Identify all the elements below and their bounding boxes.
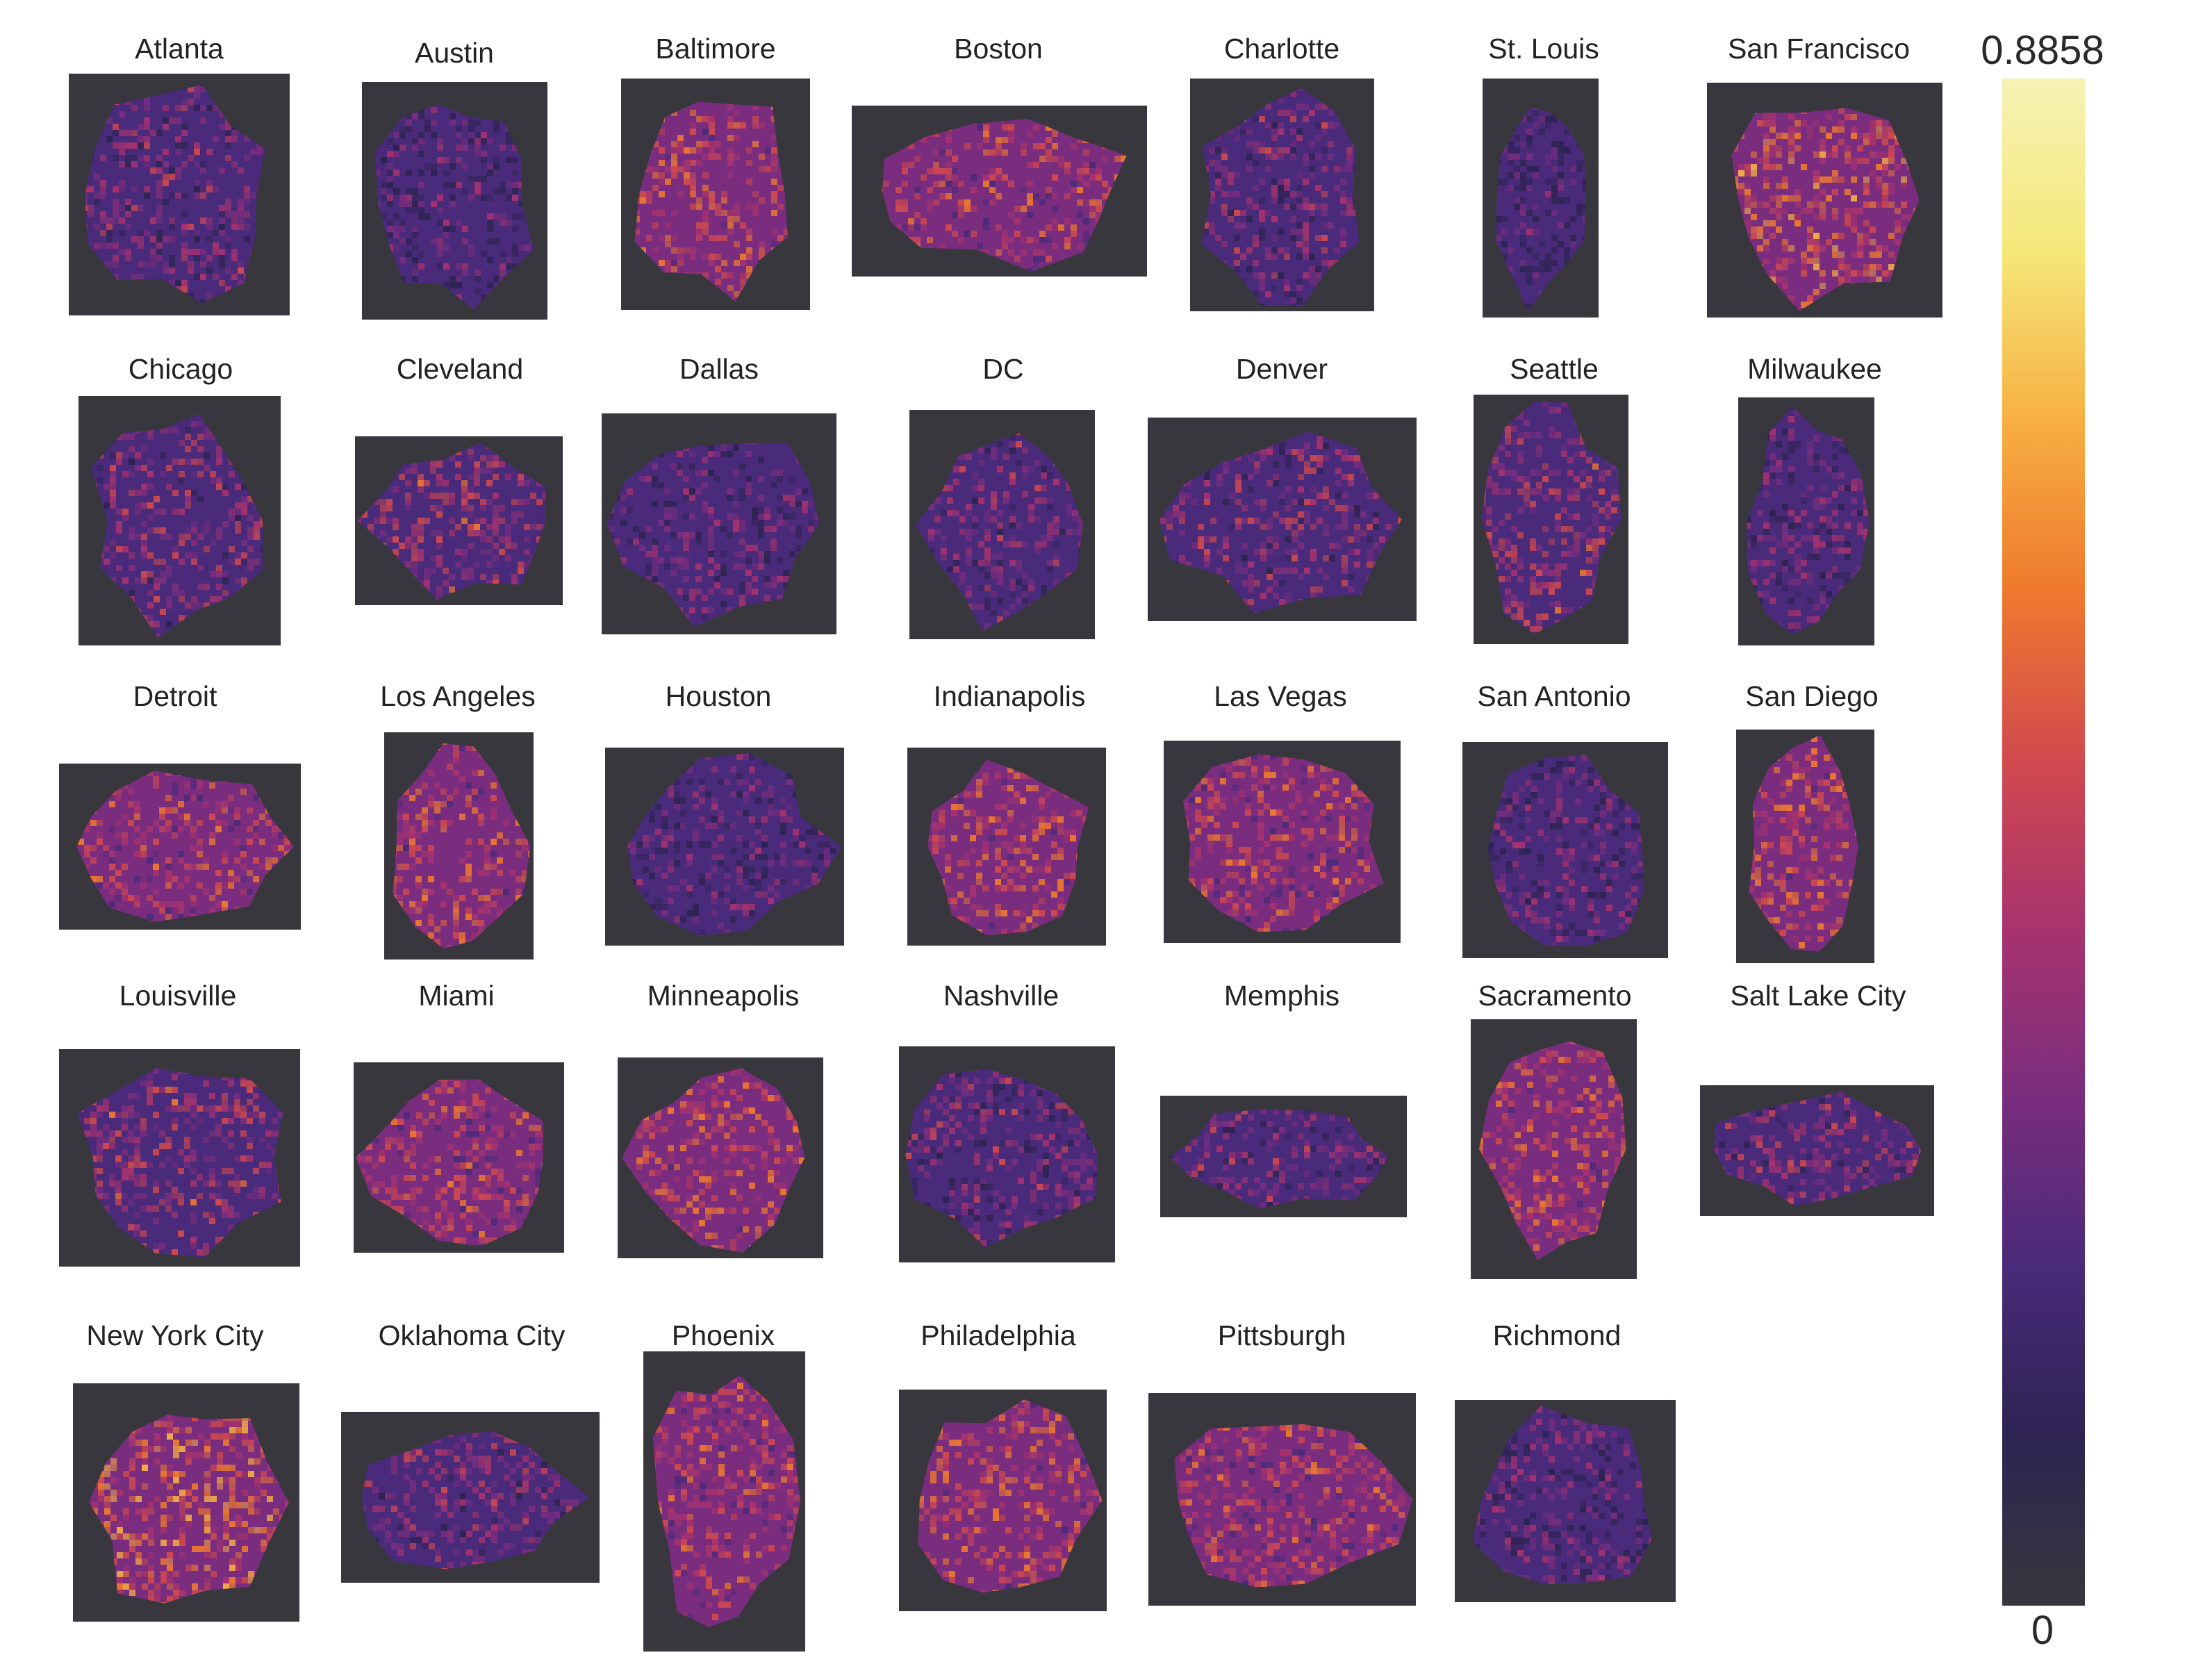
city-map-austin (362, 82, 547, 320)
city-map-philadelphia (899, 1390, 1107, 1611)
city-map-louisville (59, 1049, 300, 1267)
city-title-las-vegas: Las Vegas (1214, 680, 1347, 712)
city-title-cleveland: Cleveland (396, 353, 524, 385)
city-title-san-antonio: San Antonio (1477, 680, 1631, 712)
city-title-philadelphia: Philadelphia (921, 1319, 1076, 1351)
city-title-charlotte: Charlotte (1223, 33, 1340, 65)
city-title-salt-lake-city: Salt Lake City (1730, 980, 1906, 1012)
city-title-atlanta: Atlanta (135, 33, 224, 65)
city-title-oklahoma-city: Oklahoma City (378, 1319, 566, 1351)
city-title-milwaukee: Milwaukee (1747, 353, 1882, 385)
city-map-dallas (602, 413, 836, 634)
city-map-san-francisco (1707, 83, 1942, 318)
city-map-memphis (1160, 1096, 1407, 1217)
city-map-houston (605, 748, 844, 946)
city-map-cleveland (355, 436, 563, 605)
city-map-milwaukee (1738, 397, 1874, 645)
city-map-charlotte (1190, 79, 1374, 311)
city-map-miami (354, 1062, 564, 1253)
city-map-richmond (1455, 1400, 1676, 1602)
city-title-new-york-city: New York City (86, 1319, 264, 1351)
city-title-louisville: Louisville (119, 980, 237, 1012)
city-title-sacramento: Sacramento (1478, 980, 1632, 1012)
city-title-los-angeles: Los Angeles (380, 680, 536, 712)
city-title-miami: Miami (418, 980, 495, 1012)
city-title-minneapolis: Minneapolis (647, 980, 800, 1012)
city-map-chicago (79, 396, 281, 645)
city-map-salt-lake-city (1700, 1085, 1934, 1216)
city-title-seattle: Seattle (1510, 353, 1599, 385)
city-map-sacramento (1471, 1019, 1637, 1279)
city-title-st-louis: St. Louis (1488, 33, 1599, 65)
city-map-atlanta (69, 74, 290, 315)
city-title-austin: Austin (415, 37, 494, 69)
colorbar (2002, 79, 2085, 1606)
city-title-dallas: Dallas (679, 353, 759, 385)
city-map-baltimore (621, 79, 810, 310)
city-title-phoenix: Phoenix (671, 1319, 775, 1351)
city-title-dc: DC (982, 353, 1024, 385)
city-map-los-angeles (384, 732, 534, 960)
city-map-san-antonio (1462, 742, 1668, 958)
city-title-memphis: Memphis (1223, 980, 1340, 1012)
city-map-indianapolis (907, 748, 1106, 946)
city-title-nashville: Nashville (943, 980, 1059, 1012)
city-title-chicago: Chicago (128, 353, 233, 385)
city-map-st-louis (1483, 79, 1599, 318)
city-map-seattle (1474, 395, 1628, 644)
city-title-detroit: Detroit (133, 680, 217, 712)
city-map-oklahoma-city (341, 1412, 600, 1583)
city-title-pittsburgh: Pittsburgh (1217, 1319, 1346, 1351)
colorbar-max-label: 0.8858 (1981, 28, 2104, 73)
city-map-san-diego (1736, 730, 1874, 963)
city-title-houston: Houston (665, 680, 772, 712)
city-title-san-francisco: San Francisco (1727, 33, 1911, 65)
city-map-pittsburgh (1148, 1393, 1416, 1606)
city-map-dc (909, 410, 1095, 639)
city-map-phoenix (643, 1351, 805, 1652)
city-map-detroit (59, 764, 301, 930)
city-map-minneapolis (618, 1057, 823, 1258)
city-title-denver: Denver (1235, 353, 1328, 385)
city-title-richmond: Richmond (1492, 1319, 1622, 1351)
colorbar-min-label: 0 (2031, 1608, 2054, 1653)
city-map-new-york-city (73, 1383, 299, 1622)
city-map-las-vegas (1164, 741, 1401, 943)
city-map-nashville (899, 1046, 1115, 1262)
city-title-baltimore: Baltimore (655, 33, 776, 65)
city-title-san-diego: San Diego (1745, 680, 1879, 712)
city-title-boston: Boston (954, 33, 1043, 65)
city-map-boston (852, 106, 1147, 277)
city-title-indianapolis: Indianapolis (933, 680, 1086, 712)
city-map-denver (1148, 418, 1417, 621)
